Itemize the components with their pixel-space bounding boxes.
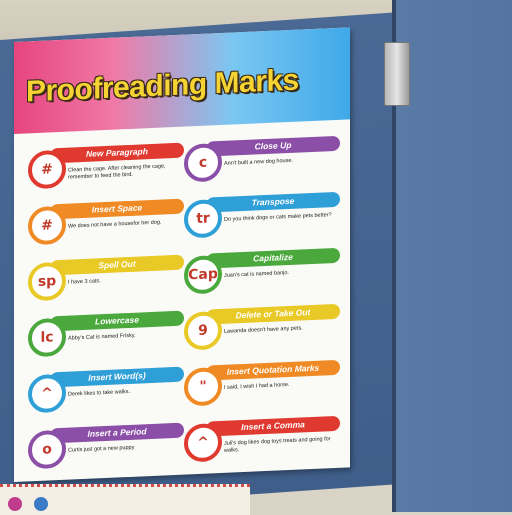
mark-symbol-icon: c xyxy=(184,142,222,183)
mark-symbol-icon: " xyxy=(184,366,222,407)
mark-symbol-icon: lc xyxy=(28,317,66,358)
mark-label: New Paragraph xyxy=(50,142,184,164)
proofreading-mark-item: Insert a Comma ^ Juli's dog likes dog toys… xyxy=(184,412,344,477)
door-gap xyxy=(392,0,396,512)
mark-symbol-icon: sp xyxy=(28,261,66,302)
mark-example: Do you think dogs or cats make pets bett… xyxy=(224,212,332,223)
proofreading-poster: Proofreading Marks New Paragraph # Clean t… xyxy=(14,27,350,482)
mark-example: We does not have a housefor her dog. xyxy=(68,219,162,230)
proofreading-mark-item: Close Up c Ann't built a new dog house. xyxy=(184,132,344,197)
mark-example: Derek likes to take walks. xyxy=(68,388,131,398)
door-hinge xyxy=(384,42,410,106)
mark-symbol-icon: o xyxy=(28,429,66,470)
blue-door xyxy=(395,0,512,512)
mark-label: Capitalize xyxy=(206,247,340,269)
mark-symbol-icon: ^ xyxy=(184,422,222,463)
mark-example: I have 3 cats. xyxy=(68,278,101,286)
mark-label: Lowercase xyxy=(50,310,184,332)
mark-example: Curtis just got a new puppy xyxy=(68,444,135,454)
mark-label: Close Up xyxy=(206,135,340,157)
mark-example: Abby's Cat is named Frisky. xyxy=(68,332,136,342)
mark-symbol-icon: ^ xyxy=(28,373,66,414)
mark-label: Insert Quotation Marks xyxy=(206,359,340,381)
mark-label: Insert Space xyxy=(50,198,184,220)
proofreading-mark-item: New Paragraph # Clean the cage. After clea… xyxy=(28,138,188,203)
mark-label: Spell Out xyxy=(50,254,184,276)
proofreading-mark-item: Insert Word(s) ^ Derek likes to take walks… xyxy=(28,362,188,427)
mark-label: Delete or Take Out xyxy=(206,303,340,325)
proofreading-mark-item: Spell Out sp I have 3 cats. xyxy=(28,250,188,315)
mark-example: Lawanda doesn't have any pets. xyxy=(224,325,303,335)
proofreading-mark-item: Insert Quotation Marks " I said, I wish I … xyxy=(184,356,344,421)
mark-symbol-icon: # xyxy=(28,149,66,190)
mark-example: Clean the cage. After cleaning the cage,… xyxy=(68,163,166,182)
mark-example: Ann't built a new dog house. xyxy=(224,157,293,167)
sign-dot xyxy=(8,497,22,511)
mark-example: I said, I wish I had a horse. xyxy=(224,381,290,391)
mark-label: Insert a Period xyxy=(50,422,184,444)
mark-example: Juli's dog likes dog toys treats and goi… xyxy=(224,436,331,455)
mark-label: Insert Word(s) xyxy=(50,366,184,388)
proofreading-mark-item: Transpose tr Do you think dogs or cats mak… xyxy=(184,188,344,253)
proofreading-mark-item: Lowercase lc Abby's Cat is named Frisky. xyxy=(28,306,188,371)
proofreading-mark-item: Capitalize Cap Juan's cat is named banjo. xyxy=(184,244,344,309)
sign-strip xyxy=(0,484,250,515)
mark-symbol-icon: tr xyxy=(184,198,222,239)
proofreading-mark-item: Insert Space # We does not have a housefor… xyxy=(28,194,188,259)
mark-symbol-icon: # xyxy=(28,205,66,246)
mark-label: Transpose xyxy=(206,191,340,213)
proofreading-mark-item: Insert a Period o Curtis just got a new pu… xyxy=(28,418,188,482)
sign-dot xyxy=(34,497,48,511)
mark-example: Juan's cat is named banjo. xyxy=(224,269,289,279)
mark-symbol-icon: 9 xyxy=(184,310,222,351)
proofreading-mark-item: Delete or Take Out 9 Lawanda doesn't have … xyxy=(184,300,344,365)
mark-label: Insert a Comma xyxy=(206,415,340,437)
mark-symbol-icon: Cap xyxy=(184,254,222,295)
